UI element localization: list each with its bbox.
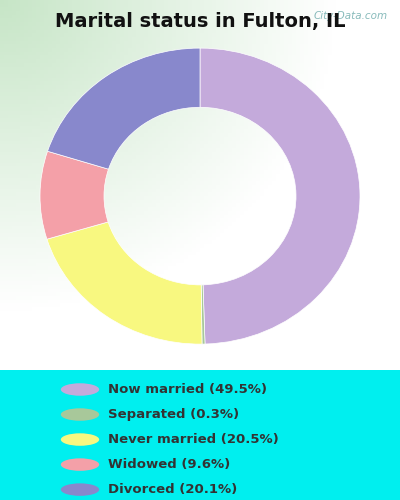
Wedge shape	[48, 48, 200, 169]
Circle shape	[61, 484, 99, 496]
Circle shape	[61, 384, 99, 396]
Text: Widowed (9.6%): Widowed (9.6%)	[108, 458, 230, 471]
Text: Divorced (20.1%): Divorced (20.1%)	[108, 483, 237, 496]
Wedge shape	[40, 152, 108, 239]
Text: Never married (20.5%): Never married (20.5%)	[108, 433, 279, 446]
Text: Separated (0.3%): Separated (0.3%)	[108, 408, 239, 421]
Text: Marital status in Fulton, IL: Marital status in Fulton, IL	[55, 12, 345, 32]
Wedge shape	[47, 222, 202, 344]
Circle shape	[61, 458, 99, 471]
Text: City-Data.com: City-Data.com	[314, 11, 388, 21]
Circle shape	[61, 434, 99, 446]
Text: Now married (49.5%): Now married (49.5%)	[108, 383, 267, 396]
Wedge shape	[201, 285, 205, 344]
Wedge shape	[200, 48, 360, 344]
Circle shape	[61, 408, 99, 421]
